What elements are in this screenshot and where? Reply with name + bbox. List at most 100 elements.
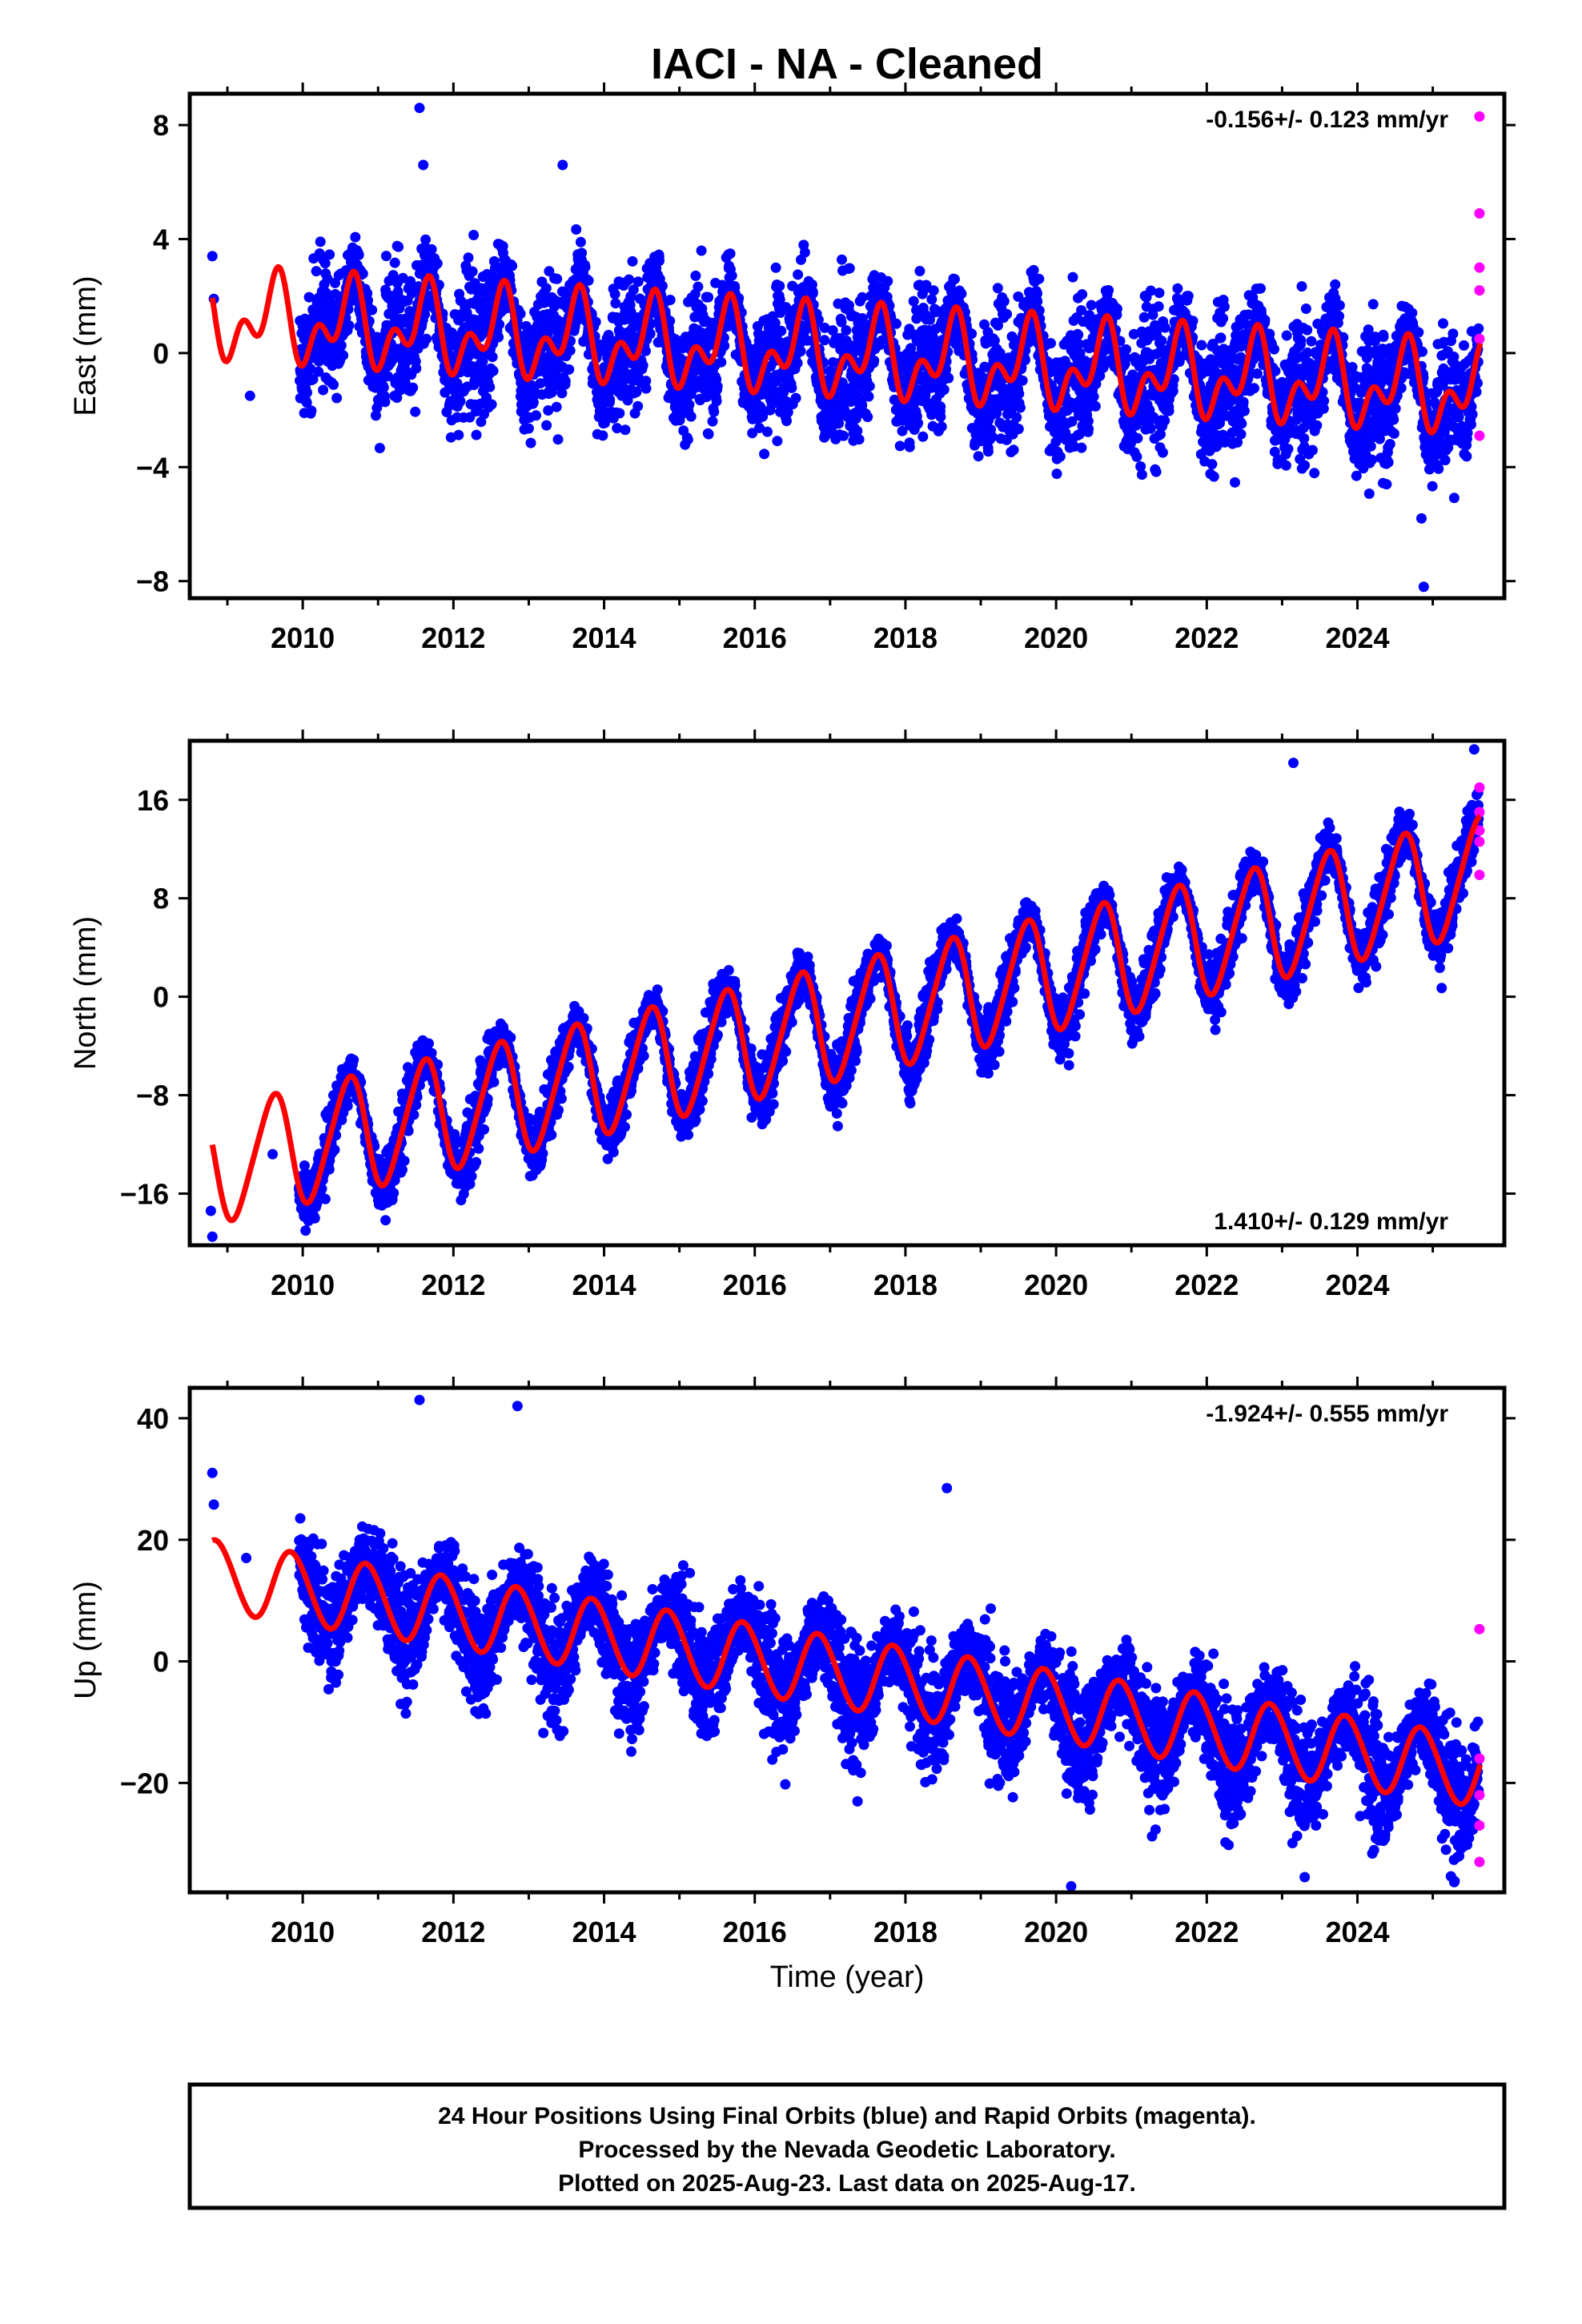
data-point	[654, 255, 665, 267]
data-point	[575, 236, 586, 247]
data-point	[1407, 308, 1418, 319]
data-point	[914, 266, 926, 276]
data-point	[371, 410, 381, 421]
data-point	[986, 431, 998, 442]
data-point	[1013, 424, 1024, 435]
data-point	[726, 270, 737, 281]
data-point	[684, 399, 695, 410]
data-point	[1438, 318, 1448, 329]
data-point	[1383, 456, 1394, 468]
data-point	[515, 308, 526, 320]
data-point	[935, 401, 946, 412]
data-point	[793, 269, 804, 280]
data-point	[637, 360, 648, 371]
data-point	[338, 350, 349, 361]
data-point	[408, 382, 419, 393]
data-point	[1334, 300, 1345, 311]
data-point	[631, 387, 642, 397]
data-point	[665, 316, 676, 327]
data-point	[819, 335, 830, 346]
data-point	[1150, 466, 1162, 477]
data-point	[1076, 442, 1087, 453]
data-point	[1156, 336, 1167, 346]
data-point	[1306, 336, 1317, 347]
data-point	[632, 276, 644, 287]
data-point	[966, 328, 978, 340]
data-point	[328, 379, 339, 390]
data-point	[393, 241, 404, 252]
data-point	[1159, 415, 1170, 426]
data-point	[1281, 330, 1292, 341]
data-point	[405, 275, 416, 287]
data-point	[998, 296, 1010, 307]
data-point	[1207, 459, 1218, 470]
data-point	[1427, 480, 1438, 492]
data-point	[1251, 368, 1263, 380]
data-point	[1255, 283, 1266, 294]
data-point	[614, 408, 625, 419]
data-point	[1218, 313, 1229, 324]
data-point	[531, 410, 541, 421]
data-point	[357, 268, 368, 279]
data-point	[301, 397, 312, 408]
data-point	[869, 355, 880, 366]
data-point	[913, 417, 924, 428]
data-point	[331, 392, 343, 404]
data-point	[781, 416, 792, 427]
data-point	[468, 230, 480, 240]
data-point	[936, 421, 947, 432]
data-point	[1230, 476, 1240, 488]
data-point	[1153, 301, 1164, 312]
data-point	[1295, 335, 1307, 346]
data-point	[487, 352, 498, 363]
data-point	[786, 382, 797, 393]
data-point	[1235, 428, 1247, 440]
data-point	[1269, 344, 1279, 355]
data-point	[610, 298, 621, 309]
data-point	[1367, 454, 1378, 465]
data-point	[455, 396, 466, 407]
data-point	[1014, 402, 1026, 413]
data-point	[494, 319, 505, 330]
data-point	[973, 451, 984, 462]
east-panel: 2010 2012 2014 2016 2018 2020 2022 2024−8−4048E…	[69, 82, 1516, 654]
data-point	[507, 260, 518, 271]
data-point	[711, 396, 722, 407]
data-point	[704, 326, 715, 336]
data-point	[1439, 455, 1451, 466]
data-point	[552, 273, 563, 284]
data-point	[776, 325, 787, 336]
data-point	[1054, 451, 1066, 462]
data-point	[1447, 328, 1459, 340]
data-point	[949, 274, 960, 285]
data-point	[324, 249, 335, 260]
data-point	[612, 423, 623, 434]
data-point	[1311, 420, 1323, 431]
data-point	[303, 292, 315, 303]
data-point	[1017, 375, 1028, 386]
data-point	[540, 283, 552, 294]
data-point	[770, 262, 781, 273]
data-point	[774, 280, 785, 292]
data-point	[1182, 291, 1194, 302]
data-point	[552, 434, 564, 445]
data-point	[525, 437, 536, 448]
data-point	[346, 296, 357, 307]
data-point	[1330, 279, 1341, 290]
data-point	[467, 266, 478, 277]
data-point	[1196, 340, 1207, 351]
data-point	[379, 396, 391, 408]
data-point	[546, 387, 557, 398]
data-point	[841, 325, 852, 336]
data-point	[1131, 451, 1142, 462]
data-point	[1073, 329, 1084, 340]
data-point	[665, 295, 676, 305]
data-point	[463, 252, 474, 263]
data-point	[1077, 289, 1088, 300]
data-point	[1008, 444, 1019, 456]
data-point	[1236, 418, 1247, 429]
data-point	[523, 423, 534, 434]
data-point	[609, 288, 620, 300]
data-point	[467, 360, 478, 372]
data-point	[1028, 264, 1039, 275]
